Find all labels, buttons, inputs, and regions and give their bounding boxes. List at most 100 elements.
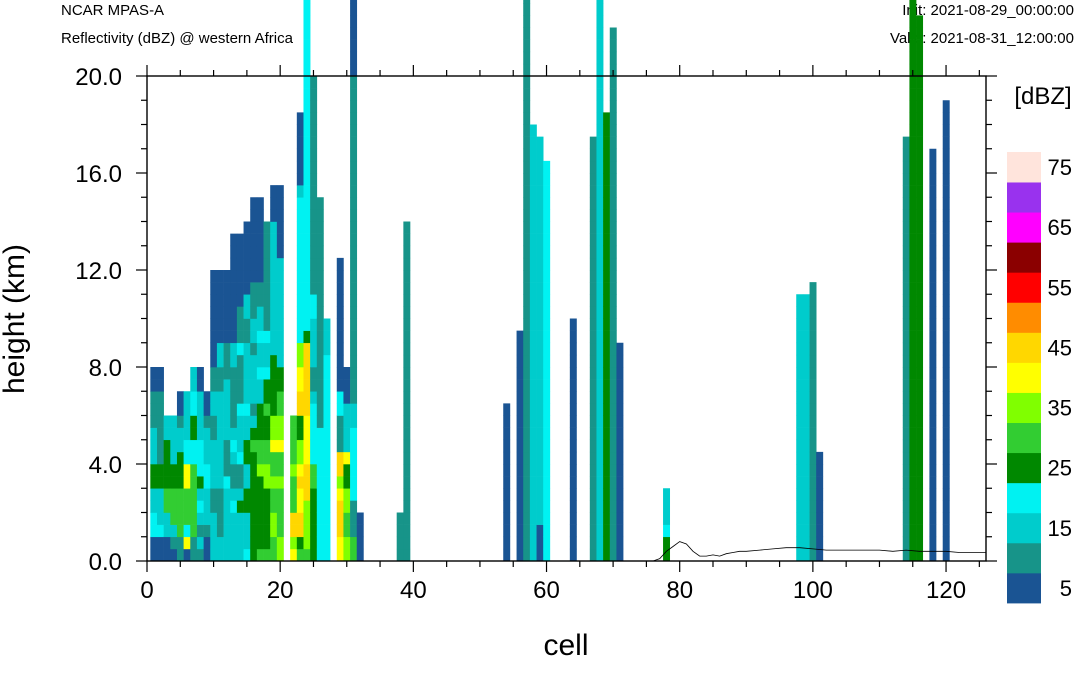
reflectivity-cell bbox=[909, 136, 917, 150]
reflectivity-cell bbox=[303, 451, 311, 465]
reflectivity-cell bbox=[290, 427, 298, 441]
reflectivity-cell bbox=[356, 524, 364, 538]
reflectivity-cell bbox=[909, 233, 917, 247]
reflectivity-cell bbox=[942, 403, 950, 416]
reflectivity-cell bbox=[296, 476, 304, 489]
reflectivity-cell bbox=[529, 306, 537, 319]
reflectivity-cell bbox=[236, 233, 244, 247]
reflectivity-cell bbox=[536, 148, 544, 162]
reflectivity-cell bbox=[596, 318, 604, 331]
reflectivity-cell bbox=[350, 76, 358, 89]
reflectivity-cell bbox=[523, 415, 531, 428]
reflectivity-cell bbox=[796, 342, 804, 356]
reflectivity-cell bbox=[589, 233, 597, 247]
reflectivity-cell bbox=[303, 512, 311, 525]
reflectivity-cell bbox=[296, 136, 304, 150]
reflectivity-cell bbox=[230, 512, 238, 525]
reflectivity-cell bbox=[523, 173, 531, 186]
reflectivity-cell bbox=[523, 100, 531, 113]
reflectivity-cell bbox=[323, 524, 331, 538]
reflectivity-cell bbox=[609, 439, 617, 453]
reflectivity-cell bbox=[609, 294, 617, 307]
reflectivity-cell bbox=[902, 330, 910, 344]
reflectivity-cell bbox=[336, 379, 344, 392]
reflectivity-cell bbox=[336, 282, 344, 295]
reflectivity-cell bbox=[176, 500, 184, 513]
reflectivity-cell bbox=[236, 500, 244, 513]
reflectivity-cell bbox=[270, 209, 278, 222]
reflectivity-cell bbox=[596, 160, 604, 174]
reflectivity-cell bbox=[316, 488, 324, 501]
reflectivity-cell bbox=[403, 512, 411, 525]
reflectivity-cell bbox=[296, 391, 304, 404]
reflectivity-cell bbox=[163, 427, 171, 441]
reflectivity-cell bbox=[310, 136, 318, 150]
reflectivity-cell bbox=[523, 88, 531, 101]
reflectivity-cell bbox=[303, 270, 311, 283]
reflectivity-cell bbox=[350, 367, 358, 380]
reflectivity-cell bbox=[156, 488, 164, 501]
reflectivity-cell bbox=[543, 185, 551, 198]
reflectivity-cell bbox=[503, 403, 511, 416]
reflectivity-cell bbox=[942, 488, 950, 501]
reflectivity-cell bbox=[809, 464, 817, 477]
reflectivity-cell bbox=[796, 439, 804, 453]
reflectivity-cell bbox=[183, 548, 191, 562]
y-axis-label: height (km) bbox=[0, 244, 31, 394]
reflectivity-cell bbox=[809, 330, 817, 344]
reflectivity-cell bbox=[243, 415, 251, 428]
reflectivity-cell bbox=[176, 488, 184, 501]
reflectivity-cell bbox=[310, 294, 318, 307]
reflectivity-cell bbox=[290, 536, 298, 550]
reflectivity-cell bbox=[902, 427, 910, 441]
reflectivity-cell bbox=[223, 282, 231, 295]
reflectivity-cell bbox=[323, 367, 331, 380]
reflectivity-cell bbox=[529, 270, 537, 283]
reflectivity-cell bbox=[916, 403, 924, 416]
reflectivity-cell bbox=[802, 294, 810, 307]
reflectivity-cell bbox=[276, 306, 284, 319]
reflectivity-cell bbox=[523, 294, 531, 307]
reflectivity-cell bbox=[296, 294, 304, 307]
reflectivity-cell bbox=[270, 391, 278, 404]
reflectivity-cell bbox=[276, 512, 284, 525]
reflectivity-cell bbox=[942, 257, 950, 271]
reflectivity-cell bbox=[150, 451, 158, 465]
reflectivity-cell bbox=[256, 391, 264, 404]
reflectivity-cell bbox=[543, 367, 551, 380]
reflectivity-cell bbox=[183, 512, 191, 525]
reflectivity-cell bbox=[250, 245, 258, 259]
reflectivity-cell bbox=[243, 512, 251, 525]
reflectivity-cell bbox=[343, 548, 351, 562]
reflectivity-cell bbox=[236, 451, 244, 465]
reflectivity-cell bbox=[163, 548, 171, 562]
reflectivity-cell bbox=[902, 160, 910, 174]
reflectivity-cell bbox=[596, 136, 604, 150]
reflectivity-cell bbox=[150, 367, 158, 380]
reflectivity-cell bbox=[609, 100, 617, 113]
reflectivity-cell bbox=[356, 536, 364, 550]
reflectivity-cell bbox=[216, 415, 224, 428]
reflectivity-cell bbox=[589, 173, 597, 186]
reflectivity-cell bbox=[616, 367, 624, 380]
terrain-line bbox=[147, 541, 986, 562]
reflectivity-cell bbox=[250, 257, 258, 271]
reflectivity-cell bbox=[609, 415, 617, 428]
reflectivity-cell bbox=[270, 476, 278, 489]
reflectivity-cell bbox=[809, 354, 817, 368]
reflectivity-cell bbox=[596, 39, 604, 53]
reflectivity-cell bbox=[536, 270, 544, 283]
reflectivity-cell bbox=[303, 148, 311, 162]
reflectivity-cell bbox=[543, 294, 551, 307]
reflectivity-cell bbox=[156, 548, 164, 562]
reflectivity-cell bbox=[276, 197, 284, 210]
reflectivity-cell bbox=[603, 294, 611, 307]
reflectivity-cell bbox=[276, 294, 284, 307]
reflectivity-cell bbox=[609, 39, 617, 53]
reflectivity-cell bbox=[196, 403, 204, 416]
reflectivity-cell bbox=[310, 257, 318, 271]
reflectivity-cell bbox=[223, 294, 231, 307]
reflectivity-cell bbox=[316, 318, 324, 331]
reflectivity-cell bbox=[942, 100, 950, 113]
reflectivity-cell bbox=[396, 512, 404, 525]
